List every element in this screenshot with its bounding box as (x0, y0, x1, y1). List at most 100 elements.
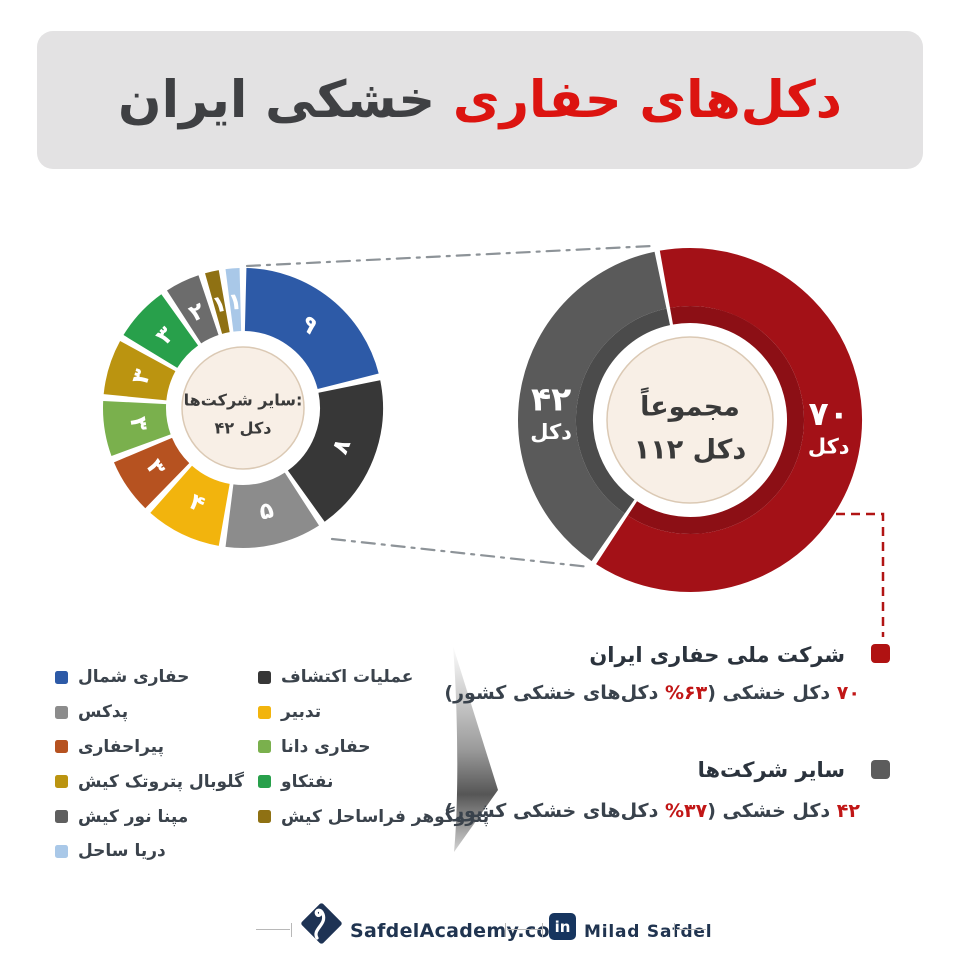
company-legend-column-left: حفاری شمال پدکس پیراحفاری گلوبال پتروتک کیش… (55, 660, 255, 869)
legend-label: نفتکاو (281, 771, 334, 792)
nidc-stat-suffix: دکل‌های خشکی کشور) (444, 682, 665, 704)
breakdown-donut-segment (103, 400, 172, 456)
main-donut-segment-others (518, 251, 668, 562)
legend-item: دریا ساحل (55, 834, 255, 869)
legend-swatch (258, 775, 271, 789)
callout-line-bottom (330, 537, 592, 569)
legend-swatch (55, 810, 68, 824)
legend-label: پتروگوهر فراساحل کیش (281, 806, 490, 827)
callout-line-top (245, 244, 654, 268)
breakdown-donut-segment (243, 268, 379, 391)
others-stat-suffix: دکل‌های خشکی کشور) (444, 800, 665, 822)
legend-label: پیراحفاری (78, 736, 164, 757)
legend-arrow (453, 646, 498, 852)
legend-label: مپنا نور کیش (78, 806, 189, 827)
footer-divider-line (256, 929, 290, 930)
nidc-stat-mid: دکل خشکی ( (707, 682, 837, 704)
breakdown-donut-center-disc (181, 346, 305, 470)
legend-swatch (55, 775, 68, 789)
breakdown-donut-segment (123, 294, 200, 369)
footer-divider-tick (505, 923, 506, 937)
legend-item: حفاری دانا (258, 730, 468, 765)
others-title: سایر شرکت‌ها (697, 758, 845, 782)
legend-swatch (55, 844, 68, 858)
legend-label: دریا ساحل (78, 841, 166, 862)
header-banner: دکل‌های حفاری خشکی ایران (37, 31, 923, 169)
legend-swatch (55, 740, 68, 754)
footer-divider-line (507, 929, 541, 930)
others-swatch (871, 760, 890, 779)
legend-swatch (258, 670, 271, 684)
breakdown-donut-segment (166, 275, 220, 344)
legend-label: حفاری شمال (78, 667, 190, 688)
breakdown-donut-segment (113, 436, 191, 509)
legend-item: گلوبال پتروتک کیش (55, 764, 255, 799)
donut-label: ۷۰ (809, 394, 849, 433)
page-title-red-part: دکل‌های حفاری (452, 70, 843, 130)
legend-item: مپنا نور کیش (55, 799, 255, 834)
donut-label: ۱۱۲ دکل (634, 435, 747, 466)
breakdown-donut-segment (205, 270, 231, 334)
linkedin-icon: in (549, 913, 576, 940)
footer-divider-line (676, 929, 706, 930)
others-stat-percent: ۳۷% (664, 800, 708, 822)
main-donut-inner-ring (576, 308, 671, 514)
nidc-title: شرکت ملی حفاری ایران (589, 643, 845, 667)
donut-label: مجموعاً (640, 387, 740, 423)
legend-swatch (258, 740, 271, 754)
legend-swatch (55, 705, 68, 719)
safdel-academy-logo-icon (301, 903, 342, 944)
legend-label: تدبیر (281, 702, 322, 723)
legend-label: پدکس (78, 702, 129, 723)
legend-item: پدکس (55, 695, 255, 730)
legend-item: تدبیر (258, 695, 468, 730)
donut-label: دکل (808, 435, 850, 459)
donut-label: ۳ (124, 415, 152, 433)
legend-label: حفاری دانا (281, 736, 371, 757)
others-stat: ۴۲ دکل خشکی (۳۷% دکل‌های خشکی کشور) (370, 800, 860, 822)
donut-label: دکل (530, 420, 572, 444)
legend-item: پتروگوهر فراساحل کیش (258, 799, 489, 834)
nidc-swatch (871, 644, 890, 663)
linkedin-name: Milad Safdel (584, 922, 713, 942)
red-dashed-connector (836, 512, 885, 637)
legend-swatch (258, 810, 271, 824)
legend-item: حفاری شمال (55, 660, 255, 695)
donut-label: ۵ (257, 497, 276, 525)
nidc-stat-count: ۷۰ (836, 682, 860, 704)
footer-divider-tick (674, 923, 675, 937)
footer-divider-tick (542, 923, 543, 937)
company-legend-column-right: عملیات اکتشاف تدبیر حفاری دانا نفتکاو پتروگو… (258, 660, 489, 834)
footer-divider-tick (291, 923, 292, 937)
legend-swatch (55, 670, 68, 684)
site-url: SafdelAcademy.com (350, 920, 570, 942)
page-title: دکل‌های حفاری خشکی ایران (118, 70, 843, 130)
others-stat-mid: دکل خشکی ( (707, 800, 837, 822)
breakdown-donut-segment (287, 380, 383, 522)
others-stat-count: ۴۲ (836, 800, 860, 822)
legend-label: عملیات اکتشاف (281, 667, 414, 688)
legend-item: پیراحفاری (55, 730, 255, 765)
legend-swatch (258, 705, 271, 719)
legend-item: نفتکاو (258, 764, 468, 799)
donut-label: ۴۲ (531, 380, 571, 419)
nidc-stat-percent: ۶۳% (664, 682, 708, 704)
breakdown-donut-segment (225, 472, 320, 548)
legend-item: عملیات اکتشاف (258, 660, 468, 695)
breakdown-donut-segment (150, 464, 231, 546)
donut-label: ۱ (210, 290, 229, 318)
main-donut-segment-nidc (596, 248, 862, 592)
nidc-stat: ۷۰ دکل خشکی (۶۳% دکل‌های خشکی کشور) (370, 682, 860, 704)
donut-label: ۱ (227, 289, 243, 316)
breakdown-donut-segment (103, 340, 176, 402)
page-title-dark-part: خشکی ایران (118, 70, 436, 130)
breakdown-donut-segment (225, 268, 242, 332)
main-donut-inner-ring (627, 306, 804, 534)
donut-label: ۴۲ دکل (215, 419, 272, 438)
legend-label: گلوبال پتروتک کیش (78, 771, 244, 792)
donut-label: سایر شرکت‌ها: (184, 391, 303, 410)
main-donut-center-disc (606, 336, 774, 504)
